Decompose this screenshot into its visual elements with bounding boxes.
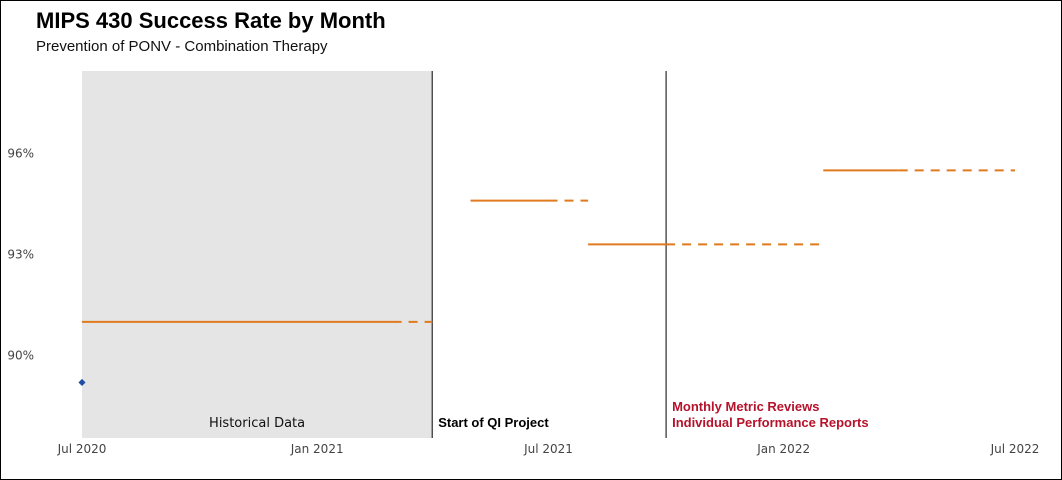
annotation-label: Start of QI Project	[438, 415, 549, 430]
historical-region	[82, 71, 433, 438]
historical-region-label: Historical Data	[209, 416, 305, 431]
y-tick-label: 96%	[7, 146, 34, 160]
chart-title: MIPS 430 Success Rate by Month	[36, 8, 386, 33]
chart-subtitle: Prevention of PONV - Combination Therapy	[36, 38, 328, 55]
data-point	[78, 378, 86, 386]
x-tick-label: Jan 2021	[290, 442, 344, 456]
y-tick-label: 90%	[7, 349, 34, 363]
x-tick-label: Jul 2022	[990, 442, 1040, 456]
annotation-label: Monthly Metric Reviews	[672, 399, 819, 414]
y-tick-label: 93%	[7, 248, 34, 262]
annotation-label: Individual Performance Reports	[672, 415, 869, 430]
x-tick-label: Jul 2020	[57, 442, 107, 456]
x-tick-label: Jan 2022	[756, 442, 810, 456]
x-tick-label: Jul 2021	[523, 442, 573, 456]
